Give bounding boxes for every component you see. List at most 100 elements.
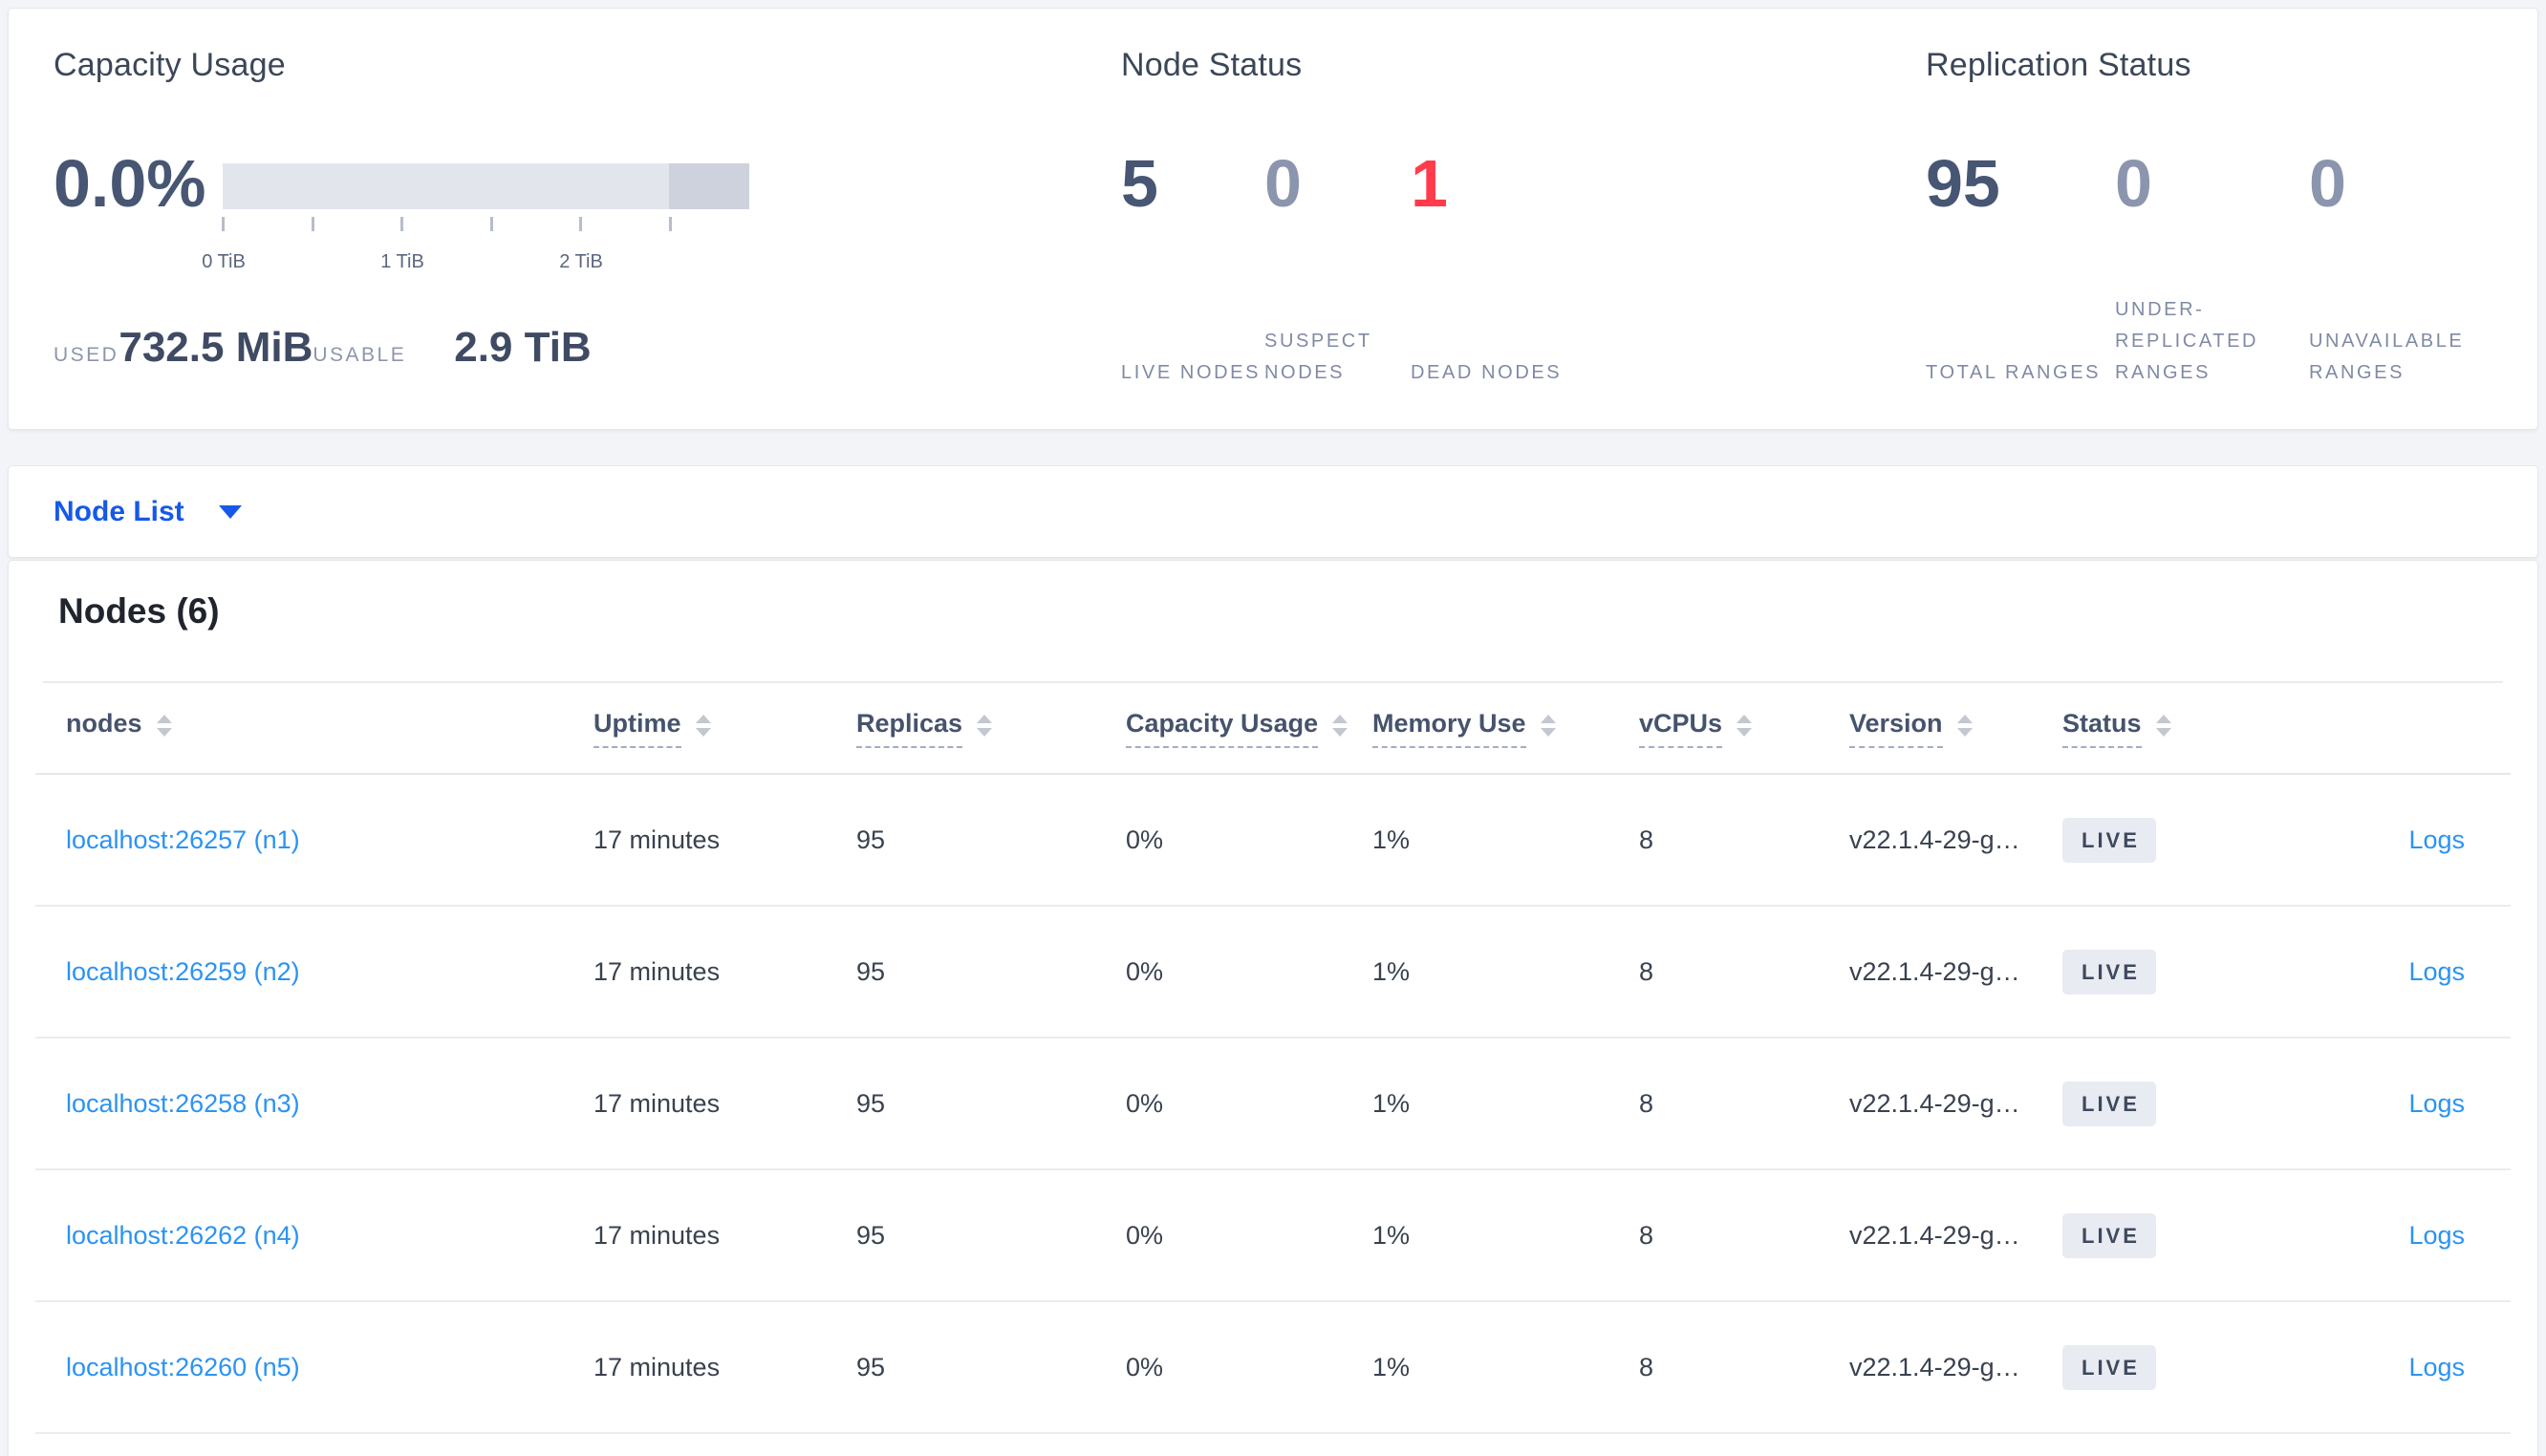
logs-link[interactable]: Logs bbox=[2408, 1352, 2465, 1381]
unavailable-ranges-value: 0 bbox=[2309, 146, 2346, 221]
memory-use-cell: 1% bbox=[1372, 824, 1411, 854]
logs-link[interactable]: Logs bbox=[2408, 1088, 2465, 1118]
axis-tick bbox=[312, 217, 314, 231]
capacity-usage-cell: 0% bbox=[1126, 956, 1164, 986]
status-badge: LIVE bbox=[2062, 1081, 2156, 1126]
live-nodes-value: 5 bbox=[1121, 146, 1158, 221]
version-cell: v22.1.4-29-g… bbox=[1849, 1220, 2020, 1250]
sort-icon[interactable] bbox=[1540, 714, 1556, 742]
node-link[interactable]: localhost:26257 (n1) bbox=[66, 824, 300, 854]
column-header-nodes[interactable]: nodes bbox=[66, 709, 593, 748]
capacity-usage-cell: 0% bbox=[1126, 1088, 1164, 1118]
replication-status-title: Replication Status bbox=[1926, 47, 2191, 83]
sort-icon[interactable] bbox=[2155, 714, 2171, 742]
axis-tick bbox=[490, 217, 493, 231]
sort-icon[interactable] bbox=[1332, 714, 1349, 742]
node-list-dropdown-label: Node List bbox=[54, 495, 184, 527]
node-link[interactable]: localhost:26258 (n3) bbox=[66, 1088, 300, 1118]
suspect-nodes-label: SUSPECT NODES bbox=[1264, 331, 1372, 383]
live-nodes-stat: 5 LIVE NODES bbox=[1121, 150, 1264, 389]
logs-link[interactable]: Logs bbox=[2408, 1220, 2465, 1250]
column-header-version[interactable]: Version bbox=[1849, 709, 2062, 748]
cluster-overview-panel: Capacity Usage 0.0% 0 TiB 1 TiB 2 TiB US… bbox=[8, 8, 2538, 430]
node-list-dropdown[interactable]: Node List bbox=[54, 496, 242, 528]
version-cell: v22.1.4-29-g… bbox=[1849, 1352, 2020, 1381]
column-header-replicas[interactable]: Replicas bbox=[856, 709, 1126, 748]
under-replicated-ranges-value: 0 bbox=[2115, 146, 2152, 221]
sort-icon[interactable] bbox=[977, 714, 993, 742]
unavailable-ranges-label: UNAVAILABLE RANGES bbox=[2309, 331, 2465, 383]
capacity-gauge-end-segment bbox=[669, 163, 749, 209]
uptime-cell: 17 minutes bbox=[593, 824, 721, 854]
nodes-table: nodes Uptime Replicas Capacity Usage Mem… bbox=[35, 683, 2511, 1434]
total-ranges-stat: 95 TOTAL RANGES bbox=[1926, 150, 2115, 389]
uptime-cell: 17 minutes bbox=[593, 956, 721, 986]
chevron-down-icon bbox=[218, 504, 242, 519]
view-selector-bar: Node List bbox=[8, 465, 2538, 558]
replicas-cell: 95 bbox=[856, 1352, 886, 1381]
live-nodes-label: LIVE NODES bbox=[1121, 362, 1262, 383]
node-link[interactable]: localhost:26262 (n4) bbox=[66, 1220, 300, 1250]
vcpus-cell: 8 bbox=[1639, 1220, 1654, 1250]
column-header-vcpus[interactable]: vCPUs bbox=[1639, 709, 1849, 748]
memory-use-cell: 1% bbox=[1372, 956, 1411, 986]
vcpus-cell: 8 bbox=[1639, 824, 1654, 854]
status-badge: LIVE bbox=[2062, 817, 2156, 863]
node-status-section: Node Status 5 LIVE NODES 0 SUSPECT NODES… bbox=[1121, 9, 1656, 429]
axis-tick-label: 1 TiB bbox=[380, 251, 424, 272]
table-row: localhost:26259 (n2) 17 minutes 95 0% 1%… bbox=[35, 907, 2511, 1038]
sort-icon[interactable] bbox=[695, 714, 711, 742]
table-row: localhost:26257 (n1) 17 minutes 95 0% 1%… bbox=[35, 775, 2511, 907]
node-link[interactable]: localhost:26259 (n2) bbox=[66, 956, 300, 986]
dead-nodes-label: DEAD NODES bbox=[1411, 362, 1563, 383]
replicas-cell: 95 bbox=[856, 824, 886, 854]
used-label: USED bbox=[54, 344, 119, 366]
column-header-memory-use[interactable]: Memory Use bbox=[1372, 709, 1639, 748]
capacity-usage-cell: 0% bbox=[1126, 1352, 1164, 1381]
capacity-usage-cell: 0% bbox=[1126, 824, 1164, 854]
vcpus-cell: 8 bbox=[1639, 1088, 1654, 1118]
version-cell: v22.1.4-29-g… bbox=[1849, 1088, 2020, 1118]
unavailable-ranges-stat: 0 UNAVAILABLE RANGES bbox=[2309, 150, 2510, 389]
memory-use-cell: 1% bbox=[1372, 1088, 1411, 1118]
logs-link[interactable]: Logs bbox=[2408, 824, 2465, 854]
nodes-table-title: Nodes (6) bbox=[58, 591, 220, 631]
status-badge: LIVE bbox=[2062, 949, 2156, 995]
column-header-capacity-usage[interactable]: Capacity Usage bbox=[1126, 709, 1372, 748]
uptime-cell: 17 minutes bbox=[593, 1220, 721, 1250]
uptime-cell: 17 minutes bbox=[593, 1352, 721, 1381]
usable-label: USABLE bbox=[313, 344, 407, 366]
replication-status-section: Replication Status 95 TOTAL RANGES 0 UND… bbox=[1926, 9, 2537, 429]
axis-tick bbox=[222, 217, 225, 231]
table-row: localhost:26260 (n5) 17 minutes 95 0% 1%… bbox=[35, 1302, 2511, 1434]
nodes-table-panel: Nodes (6) nodes Uptime Replicas Capacity… bbox=[8, 560, 2538, 1456]
capacity-used-usable-row: USED 732.5 MiB USABLE 2.9 TiB bbox=[54, 324, 592, 372]
axis-tick-label: 0 TiB bbox=[202, 251, 246, 272]
node-status-title: Node Status bbox=[1121, 47, 1303, 83]
total-ranges-label: TOTAL RANGES bbox=[1926, 362, 2102, 383]
version-cell: v22.1.4-29-g… bbox=[1849, 956, 2020, 986]
suspect-nodes-value: 0 bbox=[1264, 146, 1302, 221]
vcpus-cell: 8 bbox=[1639, 956, 1654, 986]
sort-icon[interactable] bbox=[156, 714, 172, 742]
capacity-usage-section: Capacity Usage 0.0% 0 TiB 1 TiB 2 TiB US… bbox=[54, 9, 847, 429]
axis-tick bbox=[579, 217, 582, 231]
dead-nodes-value: 1 bbox=[1411, 146, 1448, 221]
memory-use-cell: 1% bbox=[1372, 1352, 1411, 1381]
capacity-usage-title: Capacity Usage bbox=[54, 47, 286, 83]
replicas-cell: 95 bbox=[856, 956, 886, 986]
axis-tick-label: 2 TiB bbox=[559, 251, 603, 272]
sort-icon[interactable] bbox=[1956, 714, 1973, 742]
status-badge: LIVE bbox=[2062, 1344, 2156, 1390]
capacity-gauge bbox=[223, 163, 749, 209]
logs-link[interactable]: Logs bbox=[2408, 956, 2465, 986]
node-link[interactable]: localhost:26260 (n5) bbox=[66, 1352, 300, 1381]
uptime-cell: 17 minutes bbox=[593, 1088, 721, 1118]
column-header-status[interactable]: Status bbox=[2062, 709, 2465, 748]
column-header-uptime[interactable]: Uptime bbox=[593, 709, 856, 748]
sort-icon[interactable] bbox=[1737, 714, 1753, 742]
capacity-gauge-axis: 0 TiB 1 TiB 2 TiB bbox=[202, 217, 757, 272]
nodes-table-header: nodes Uptime Replicas Capacity Usage Mem… bbox=[35, 683, 2511, 775]
axis-tick bbox=[669, 217, 672, 231]
replicas-cell: 95 bbox=[856, 1220, 886, 1250]
